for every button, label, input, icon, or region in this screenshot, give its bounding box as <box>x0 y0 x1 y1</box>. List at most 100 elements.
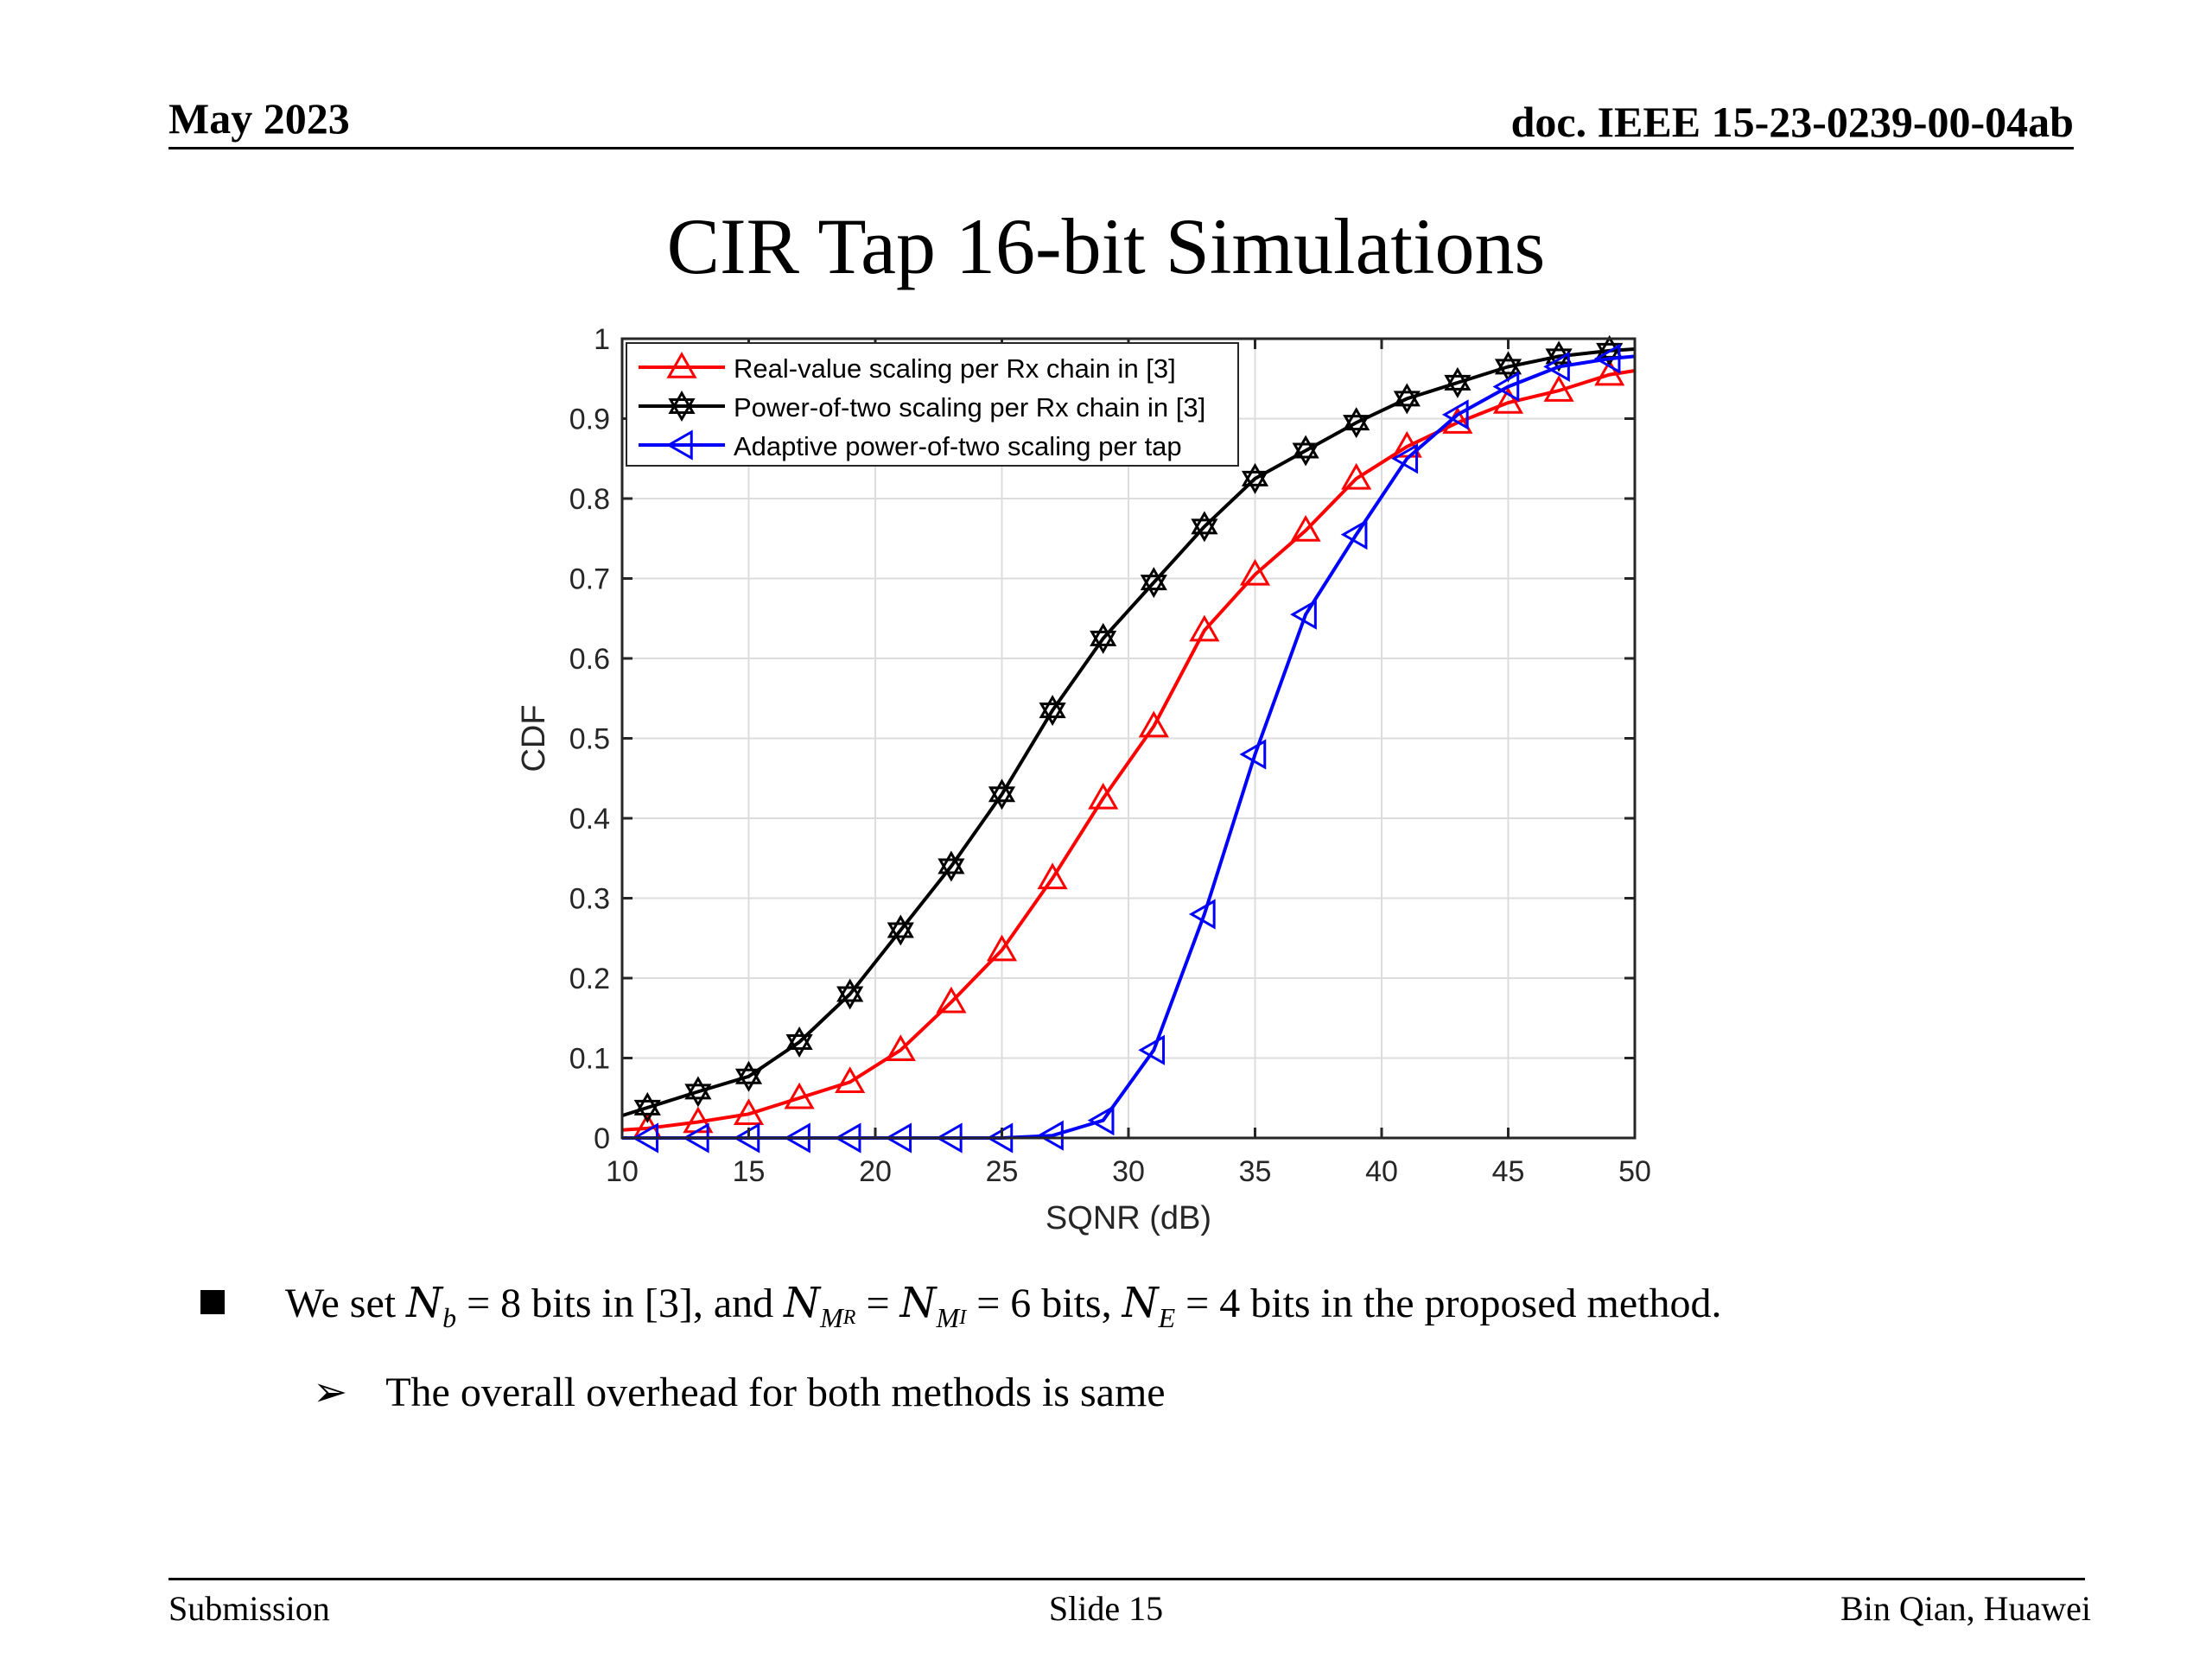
star-marker <box>887 914 914 938</box>
triangle-marker <box>986 934 1018 962</box>
star-marker <box>1292 435 1319 459</box>
legend-box <box>626 342 1239 467</box>
legend-label: Real-value scaling per Rx chain in [3] <box>734 353 1176 384</box>
star-marker <box>1545 340 1573 365</box>
triangle-marker <box>885 1034 916 1061</box>
header-date: May 2023 <box>168 94 350 143</box>
triangle-left-marker <box>1391 443 1419 474</box>
var-n: N <box>784 1279 821 1327</box>
x-tick-label: 25 <box>986 1155 1019 1188</box>
y-tick-label: 0.7 <box>569 563 610 596</box>
star-marker <box>1343 415 1370 439</box>
triangle-left-marker <box>1340 519 1368 550</box>
legend-entry: Adaptive power-of-two scaling per tap <box>639 429 1182 461</box>
triangle-marker <box>1138 710 1169 738</box>
legend-entry: Power-of-two scaling per Rx chain in [3] <box>639 391 1205 423</box>
star-marker <box>1292 442 1319 467</box>
star-marker <box>1191 511 1218 535</box>
y-tick-label: 0.2 <box>569 963 610 995</box>
triangle-left-marker <box>1543 351 1570 382</box>
var-n: N <box>899 1279 937 1327</box>
star-marker <box>684 1084 712 1108</box>
header-doc-id: doc. IEEE 15-23-0239-00-04ab <box>1510 98 2074 146</box>
star-marker <box>734 1060 763 1084</box>
bullet-text-5: = 4 bits in the proposed method. <box>1175 1281 1722 1326</box>
star-marker <box>836 978 864 1002</box>
star-marker <box>633 1099 661 1123</box>
star-marker <box>785 1027 813 1050</box>
x-tick-label: 30 <box>1112 1155 1145 1188</box>
star-marker <box>1545 348 1573 372</box>
x-tick-label: 10 <box>606 1155 639 1188</box>
series-line <box>621 369 1636 1132</box>
star-marker <box>1494 359 1522 383</box>
triangle-marker <box>936 986 967 1014</box>
y-tick-label: 0.8 <box>569 483 610 516</box>
triangle-left-marker <box>1290 599 1317 630</box>
star-marker <box>1191 518 1218 543</box>
star-marker <box>785 1034 813 1058</box>
triangle-marker <box>1594 359 1625 386</box>
y-tick-label: 0.5 <box>569 723 610 756</box>
star-marker <box>938 850 965 874</box>
triangle-left-marker <box>1492 371 1520 403</box>
subsub-r: R <box>842 1306 856 1329</box>
star-marker <box>734 1068 763 1092</box>
star-marker <box>668 398 696 422</box>
triangle-left-marker <box>1188 899 1216 930</box>
star-marker <box>1241 470 1269 494</box>
triangle-left-marker <box>1441 399 1469 430</box>
footer-author: Bin Qian, Huawei <box>1840 1589 2091 1628</box>
triangle-marker <box>1189 614 1220 642</box>
y-tick-label: 0.1 <box>569 1043 610 1076</box>
subsub-i: I <box>959 1306 967 1329</box>
footer-rule <box>168 1578 2085 1580</box>
star-marker <box>938 858 965 882</box>
star-marker <box>1494 351 1522 375</box>
square-bullet-icon <box>200 1289 225 1314</box>
triangle-left-marker <box>1037 1120 1064 1151</box>
star-marker <box>1444 374 1471 398</box>
x-tick-label: 35 <box>1239 1155 1272 1188</box>
x-tick-label: 50 <box>1618 1155 1651 1188</box>
legend-label: Power-of-two scaling per Rx chain in [3] <box>734 392 1205 423</box>
x-tick-label: 20 <box>859 1155 892 1188</box>
x-axis-label: SQNR (dB) <box>1046 1200 1211 1236</box>
triangle-marker <box>1290 514 1321 542</box>
bullet-text-4: = 6 bits, <box>966 1281 1122 1326</box>
triangle-marker <box>784 1082 815 1109</box>
bullet-text-3: = <box>855 1281 900 1326</box>
triangle-left-marker <box>1239 739 1267 770</box>
triangle-marker <box>733 1098 765 1125</box>
y-tick-label: 0.6 <box>569 643 610 676</box>
star-marker <box>1393 383 1421 407</box>
slide-title: CIR Tap 16-bit Simulations <box>666 202 1546 290</box>
var-n: N <box>1122 1279 1159 1327</box>
bullet-sub: ➢ The overall overhead for both methods i… <box>313 1368 1166 1416</box>
star-marker <box>1444 366 1471 391</box>
bullet-sub-text: The overall overhead for both methods is… <box>385 1370 1166 1415</box>
triangle-left-marker <box>1593 343 1621 374</box>
y-tick-label: 0.4 <box>569 803 610 836</box>
star-marker <box>1090 622 1117 646</box>
y-tick-label: 0.3 <box>569 883 610 916</box>
triangle-marker <box>835 1066 866 1093</box>
footer-submission: Submission <box>168 1589 330 1628</box>
star-marker <box>988 786 1016 810</box>
triangle-left-marker <box>1138 1034 1166 1065</box>
triangle-marker <box>1391 430 1422 458</box>
star-marker <box>684 1076 712 1100</box>
y-tick-label: 0 <box>594 1122 610 1155</box>
legend-entry: Real-value scaling per Rx chain in [3] <box>639 351 1176 384</box>
sub-e: E <box>1158 1302 1176 1333</box>
triangle-marker <box>666 351 697 378</box>
triangle-left-marker <box>1087 1105 1115 1136</box>
star-marker <box>633 1091 661 1116</box>
axis-layer: 10 15 20 25 30 35 40 45 50 0 0.1 0.2 0.3 0.4 0.5 0.6 0.7… <box>516 323 1651 1236</box>
y-tick-label: 1 <box>594 323 610 356</box>
x-tick-label: 45 <box>1492 1155 1525 1188</box>
y-axis-label: CDF <box>516 704 552 772</box>
legend-label: Adaptive power-of-two scaling per tap <box>734 431 1182 461</box>
bullet-text-2: = 8 bits in [3], and <box>456 1281 785 1326</box>
var-n: N <box>406 1279 443 1327</box>
